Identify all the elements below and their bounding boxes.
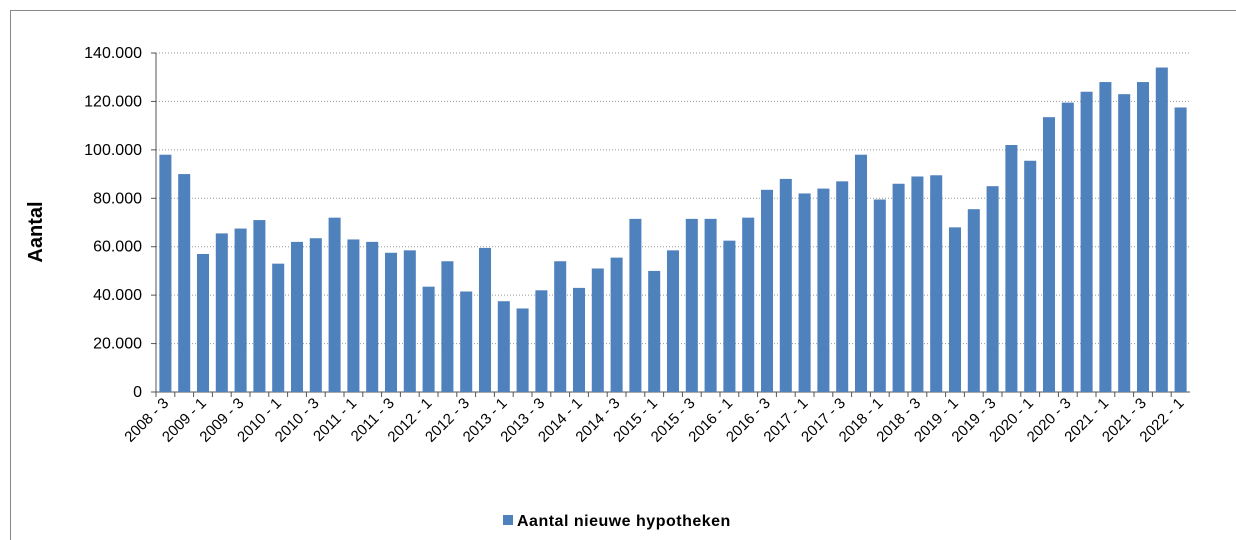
bar bbox=[403, 250, 416, 392]
bar bbox=[347, 239, 360, 392]
bar bbox=[497, 301, 510, 392]
bar bbox=[666, 250, 680, 392]
bar bbox=[1099, 82, 1112, 393]
bar bbox=[196, 253, 210, 392]
y-tick-label: 40.000 bbox=[93, 287, 142, 304]
bar bbox=[779, 178, 792, 392]
bar bbox=[1042, 117, 1056, 393]
bar bbox=[591, 268, 604, 392]
y-axis-label: Aantal bbox=[25, 201, 47, 262]
bar bbox=[159, 154, 172, 392]
bar bbox=[1118, 94, 1131, 393]
bar bbox=[704, 218, 717, 392]
y-tick-label: 0 bbox=[133, 384, 142, 401]
bar bbox=[441, 261, 454, 392]
y-tick-label: 80.000 bbox=[93, 190, 142, 207]
bar bbox=[967, 209, 980, 392]
bar bbox=[685, 218, 698, 392]
bar bbox=[572, 287, 586, 392]
y-tick-label: 120.000 bbox=[84, 93, 142, 110]
bar bbox=[516, 308, 529, 392]
y-tick-label: 140.000 bbox=[84, 45, 142, 62]
bar bbox=[1024, 160, 1037, 392]
bar bbox=[272, 263, 285, 392]
bar bbox=[535, 290, 548, 392]
bar bbox=[930, 175, 943, 392]
bar bbox=[911, 176, 924, 392]
bar bbox=[986, 186, 999, 392]
bar bbox=[948, 227, 962, 392]
frame bbox=[10, 10, 1236, 540]
bar bbox=[610, 257, 623, 392]
bar bbox=[290, 241, 304, 392]
bar bbox=[215, 233, 228, 392]
bar bbox=[253, 220, 266, 392]
legend-label: Aantal nieuwe hypotheken bbox=[517, 513, 731, 530]
bar bbox=[760, 189, 774, 392]
bar bbox=[1136, 82, 1150, 393]
bar bbox=[1080, 91, 1093, 392]
bar bbox=[629, 218, 642, 392]
bar bbox=[836, 181, 849, 392]
bar bbox=[234, 228, 247, 392]
bar bbox=[648, 270, 661, 392]
bar bbox=[817, 188, 830, 392]
bar bbox=[422, 286, 435, 392]
bar bbox=[554, 261, 567, 392]
bar bbox=[854, 154, 868, 392]
bar bbox=[1005, 145, 1018, 392]
bar bbox=[1174, 107, 1187, 392]
y-tick-label: 100.000 bbox=[84, 142, 142, 159]
y-tick-label: 20.000 bbox=[93, 336, 142, 353]
bar bbox=[892, 183, 905, 392]
bar bbox=[873, 199, 886, 392]
y-tick-label: 60.000 bbox=[93, 239, 142, 256]
bar bbox=[328, 217, 341, 392]
bar bbox=[1155, 67, 1168, 393]
legend-swatch bbox=[503, 515, 513, 525]
bar bbox=[742, 217, 755, 392]
bar bbox=[723, 240, 736, 392]
bar bbox=[478, 247, 492, 392]
bar bbox=[309, 238, 322, 392]
bar bbox=[384, 252, 398, 392]
bar bbox=[366, 241, 379, 392]
bar bbox=[460, 291, 473, 392]
bar bbox=[1061, 102, 1074, 392]
bar bbox=[178, 174, 191, 392]
bar bbox=[798, 193, 811, 392]
